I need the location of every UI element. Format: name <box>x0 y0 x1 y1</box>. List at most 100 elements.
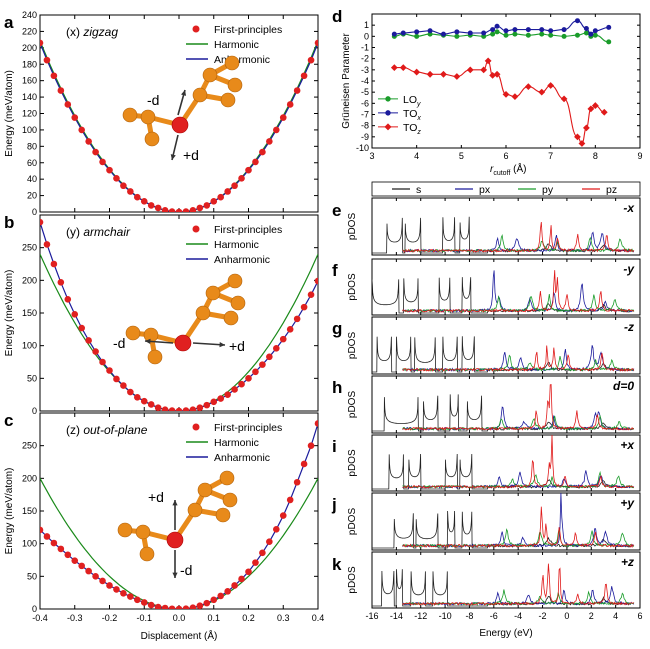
data-point <box>561 27 567 33</box>
structure-inset: +d -d <box>117 470 238 578</box>
data-point <box>224 188 231 195</box>
data-point <box>168 605 176 609</box>
y-tick-label: -6 <box>361 98 369 108</box>
x-tick-label: -2 <box>539 611 547 621</box>
data-point <box>217 395 224 402</box>
y-axis-label: Energy (meV/atom) <box>4 70 15 157</box>
data-point <box>182 407 190 411</box>
displaced-atom <box>171 116 189 134</box>
plot-frame <box>371 434 641 492</box>
panel-title: (z) out-of-plane <box>66 423 148 437</box>
y-tick-label: 200 <box>22 275 37 285</box>
y-tick-label: 140 <box>22 92 37 102</box>
data-point <box>300 303 308 311</box>
data-point <box>127 388 134 396</box>
x-axis-label: Displacement (Å) <box>141 629 218 642</box>
structure-inset: -d +d <box>113 273 246 365</box>
y-tick-label: 1 <box>364 20 369 30</box>
y-tick-label: -3 <box>361 65 369 75</box>
y-tick-label: 40 <box>27 174 37 184</box>
dos-curve-pz <box>402 221 635 253</box>
atom <box>135 524 151 540</box>
data-point <box>113 175 120 182</box>
atom <box>227 77 243 93</box>
data-point <box>548 28 554 34</box>
data-point <box>99 577 106 585</box>
data-point <box>525 27 531 33</box>
data-point <box>314 277 318 285</box>
legend-label: Harmonic <box>214 437 259 449</box>
pdos-panels: s px py pzepDOS-xfpDOS-ygpDOS-zhpDOSd=0ipDO… <box>331 181 643 639</box>
data-point <box>210 398 218 406</box>
x-axis-label: rcutoff (Å) <box>490 162 526 177</box>
dos-curve-pz <box>402 563 635 606</box>
legend-label: First-principles <box>214 224 282 236</box>
data-point <box>210 198 218 205</box>
data-point <box>574 133 581 141</box>
arrow-head <box>172 500 178 506</box>
data-point <box>259 148 266 156</box>
atom <box>227 273 243 289</box>
data-point <box>583 124 590 132</box>
data-point <box>106 367 113 374</box>
data-point <box>127 593 134 600</box>
data-point <box>231 182 238 190</box>
data-point <box>64 295 72 303</box>
data-point <box>426 70 434 78</box>
data-point <box>134 596 141 604</box>
plot-area <box>372 493 635 549</box>
data-point <box>307 56 315 64</box>
panel-letter: h <box>332 378 342 397</box>
y-tick-label: -1 <box>361 43 369 53</box>
data-point <box>293 315 301 323</box>
anharmonic-curve <box>40 222 318 411</box>
plot-area <box>372 216 635 254</box>
inset-label: -d <box>113 335 125 351</box>
data-point <box>266 353 273 361</box>
y-tick-label: 200 <box>22 43 37 53</box>
legend-label: Anharmonic <box>214 254 270 266</box>
data-point <box>238 175 245 182</box>
data-point <box>259 361 266 368</box>
data-point <box>286 496 294 504</box>
legend-label: TOx <box>403 108 421 122</box>
data-point <box>43 533 51 540</box>
data-point <box>539 31 545 37</box>
data-point <box>525 32 531 38</box>
data-point <box>490 27 496 33</box>
x-tick-label: 9 <box>637 151 642 161</box>
data-point <box>414 33 420 39</box>
data-point <box>217 193 224 201</box>
inset-label: +d <box>148 489 164 505</box>
data-point <box>113 375 120 383</box>
y-tick-label: 80 <box>27 141 37 151</box>
data-point <box>538 88 546 96</box>
legend-label: px <box>479 184 491 196</box>
y-tick-label: -10 <box>356 143 369 153</box>
y-tick-label: 250 <box>22 441 37 451</box>
left-panels: 0 20 40 60 80 100 120 140 160 180 200 220 240 Energy … <box>4 10 324 642</box>
dos-curve-py <box>402 293 635 313</box>
panel-letter: f <box>332 261 338 280</box>
data-point <box>92 348 99 355</box>
plot-frame <box>371 197 641 256</box>
x-tick-label: 2 <box>589 611 594 621</box>
data-point <box>50 539 58 547</box>
legend-label: First-principles <box>214 24 282 36</box>
x-tick-label: 4 <box>414 151 419 161</box>
data-point <box>231 582 238 589</box>
data-point <box>92 148 99 156</box>
data-point <box>606 24 612 30</box>
y-axis-label: pDOS <box>347 566 358 594</box>
data-point <box>484 57 492 65</box>
x-tick-label: -12 <box>414 611 427 621</box>
y-tick-label: 180 <box>22 59 37 69</box>
y-tick-label: 100 <box>22 341 37 351</box>
data-point <box>224 588 231 595</box>
data-point <box>120 590 127 597</box>
x-tick-label: -14 <box>390 611 403 621</box>
y-tick-label: 160 <box>22 76 37 86</box>
